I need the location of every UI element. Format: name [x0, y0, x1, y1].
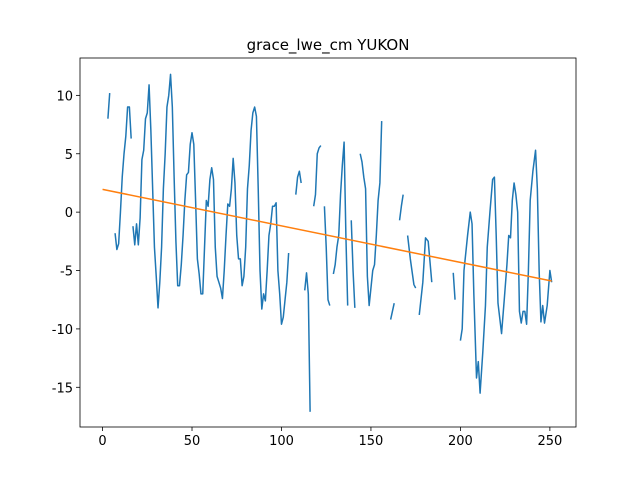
y-tick-label: 10: [56, 89, 73, 104]
y-tick-label: -15: [52, 381, 73, 396]
y-tick-label: 5: [65, 148, 73, 163]
axes-frame: [79, 57, 577, 428]
x-tick-label: 100: [269, 434, 294, 449]
data-line: [102, 188, 552, 282]
y-tick-label: -10: [52, 323, 73, 338]
x-tick-label: 0: [98, 434, 106, 449]
x-tick-label: 250: [537, 434, 562, 449]
y-tick-label: 0: [65, 206, 73, 221]
x-tick-label: 50: [184, 434, 201, 449]
x-tick-label: 200: [448, 434, 473, 449]
chart-title: grace_lwe_cm YUKON: [247, 36, 410, 55]
x-tick-label: 150: [359, 434, 384, 449]
y-tick-label: -5: [60, 265, 73, 280]
data-line: [107, 73, 553, 412]
